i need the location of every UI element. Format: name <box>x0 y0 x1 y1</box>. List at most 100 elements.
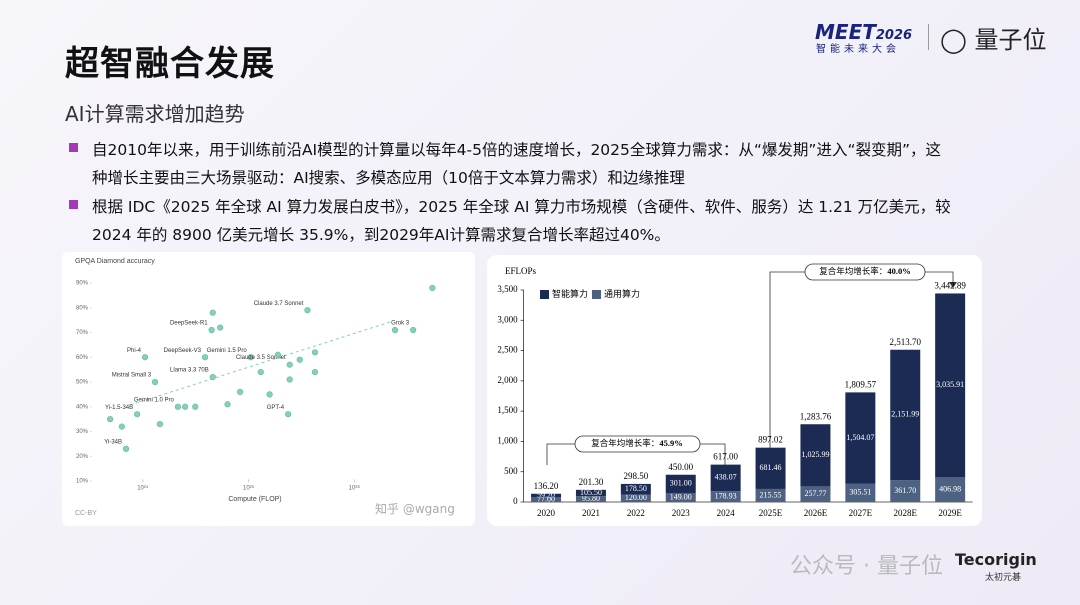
data-point <box>410 326 417 334</box>
segment-label: 438.07 <box>715 473 737 482</box>
bar-segment <box>890 349 921 481</box>
bar-segment <box>620 494 651 502</box>
y-tick-label: 90% <box>76 281 89 287</box>
data-point <box>134 411 141 418</box>
data-point <box>311 368 319 376</box>
data-point <box>286 361 293 368</box>
cagr-label: 复合年均增长率： <box>819 266 887 276</box>
cagr-bracket <box>769 271 954 462</box>
cagr-box <box>574 435 701 453</box>
y-tick-label: 50% <box>76 380 89 386</box>
segment-label: 215.55 <box>760 490 782 499</box>
bar-segment <box>531 497 562 502</box>
partner-logo: Tecorigin <box>955 550 1037 569</box>
x-tick-label: 2028E <box>894 508 918 518</box>
bar-chart: EFLOPs 0 500 1,000 1,500 2,000 2,500 3,000 3,500… <box>497 263 973 518</box>
point-label: DeepSeek-R1 <box>170 321 208 327</box>
cagr-annotation: 复合年均增长率：40.0% <box>819 266 910 276</box>
bar-segment <box>665 474 696 493</box>
event-logo-text: MEET <box>815 20 876 44</box>
y-tick-label: 80% <box>76 305 89 311</box>
x-tick-label: 2023 <box>672 508 691 518</box>
segment-label: 406.98 <box>939 485 961 494</box>
y-tick-label: 30% <box>76 429 89 435</box>
x-tick-label: 10²⁴ <box>137 485 149 492</box>
segment-label: 120.00 <box>625 493 647 502</box>
segment-label: 2,151.99 <box>891 410 919 419</box>
segment-label: 257.77 <box>804 489 826 498</box>
data-point <box>266 391 273 398</box>
data-point <box>182 403 189 410</box>
total-label: 2,513.70 <box>890 337 922 347</box>
segment-label: 178.93 <box>715 491 737 500</box>
y-tick-label: 3,000 <box>497 314 518 324</box>
point-label: Llama 3.3 70B <box>170 368 209 374</box>
event-year: 2026 <box>875 28 913 43</box>
data-point <box>304 307 311 314</box>
bullet-line: 种增长主要由三大场景驱动：AI搜索、多模态应用（10倍于文本算力需求）和边缘推理 <box>92 169 685 187</box>
segment-label: 59.20 <box>537 490 555 499</box>
data-point <box>224 401 231 408</box>
bar-segment <box>575 496 606 502</box>
legend-label: 智能算力 <box>552 288 588 299</box>
data-point <box>311 349 319 356</box>
bar-segment <box>845 483 876 502</box>
x-tick-label: 10²⁶ <box>243 485 255 492</box>
scatter-chart: GPQA Diamond accuracy Compute (FLOP) CC-BY… <box>75 258 436 517</box>
bar-segment <box>755 447 786 489</box>
data-point <box>274 351 282 358</box>
cagr-label: 复合年均增长率： <box>591 438 659 448</box>
y-tick-label: 2,500 <box>497 345 518 355</box>
bar-segment <box>575 489 606 497</box>
y-tick-label: 0 <box>513 496 518 506</box>
cagr-value: 40.0% <box>887 266 910 276</box>
data-point <box>118 423 125 430</box>
point-label: Claude 3.5 Sonnet <box>236 355 286 361</box>
x-tick-label: 2020 <box>537 508 556 518</box>
bar-segment <box>935 477 966 502</box>
x-tick-label: 2026E <box>804 508 828 518</box>
x-tick-label: 2024 <box>717 508 736 518</box>
total-label: 298.50 <box>623 471 648 481</box>
point-label: GPT-4 <box>267 405 285 411</box>
segment-label: 105.50 <box>580 488 602 497</box>
segment-label: 681.46 <box>760 463 782 472</box>
data-point <box>247 354 254 361</box>
data-point <box>285 411 292 418</box>
data-point <box>174 403 181 410</box>
y-tick-label: 10% <box>76 479 89 485</box>
data-point <box>122 445 130 452</box>
bar-segment <box>531 493 562 498</box>
total-label: 617.00 <box>713 452 738 462</box>
point-label: Mistral Small 3 <box>112 373 152 379</box>
card <box>62 252 475 526</box>
point-label: DeepSeek-V3 <box>164 348 202 354</box>
x-tick-label: 2029E <box>938 508 962 518</box>
data-point <box>429 284 436 292</box>
point-label: Phi-4 <box>127 348 142 354</box>
point-label: Gemini 1.5 Pro <box>207 348 248 354</box>
watermark: 公众号 · 量子位 <box>790 554 943 579</box>
data-point <box>156 420 163 428</box>
segment-label: 77.00 <box>537 494 555 503</box>
total-label: 1,283.76 <box>800 411 832 421</box>
x-tick-label: 2027E <box>849 508 873 518</box>
segment-label: 3,035.91 <box>936 380 964 389</box>
data-point <box>201 354 209 361</box>
cagr-value: 45.9% <box>659 438 682 448</box>
data-point <box>236 388 244 396</box>
data-point <box>217 324 224 331</box>
bullet-marker <box>69 143 78 152</box>
point-label: Gemini 1.0 Pro <box>134 397 175 403</box>
total-label: 3,442.89 <box>934 281 966 291</box>
data-point <box>192 403 199 410</box>
data-point <box>209 373 216 381</box>
data-point <box>151 378 159 386</box>
data-point <box>208 326 215 334</box>
y-tick-label: 500 <box>504 466 518 476</box>
bullet-marker <box>69 200 78 209</box>
y-tick-label: 1,500 <box>497 405 518 415</box>
divider <box>928 24 929 50</box>
